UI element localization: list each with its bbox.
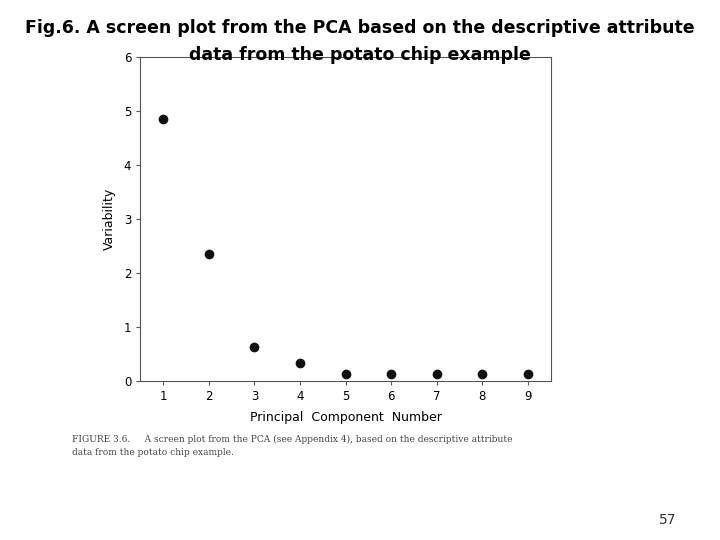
Text: data from the potato chip example.: data from the potato chip example. — [72, 448, 234, 457]
Point — [248, 343, 260, 352]
X-axis label: Principal  Component  Number: Principal Component Number — [250, 411, 441, 424]
Point — [158, 114, 169, 123]
Point — [385, 370, 397, 379]
Y-axis label: Variability: Variability — [102, 187, 115, 250]
Text: Fig.6. A screen plot from the PCA based on the descriptive attribute: Fig.6. A screen plot from the PCA based … — [25, 19, 695, 37]
Point — [340, 370, 351, 379]
Point — [203, 249, 215, 258]
Text: data from the potato chip example: data from the potato chip example — [189, 46, 531, 64]
Point — [477, 370, 488, 379]
Text: 57: 57 — [660, 512, 677, 526]
Point — [294, 359, 306, 367]
Point — [522, 370, 534, 379]
Text: FIGURE 3.6.     A screen plot from the PCA (see Appendix 4), based on the descri: FIGURE 3.6. A screen plot from the PCA (… — [72, 435, 513, 444]
Point — [431, 370, 443, 379]
